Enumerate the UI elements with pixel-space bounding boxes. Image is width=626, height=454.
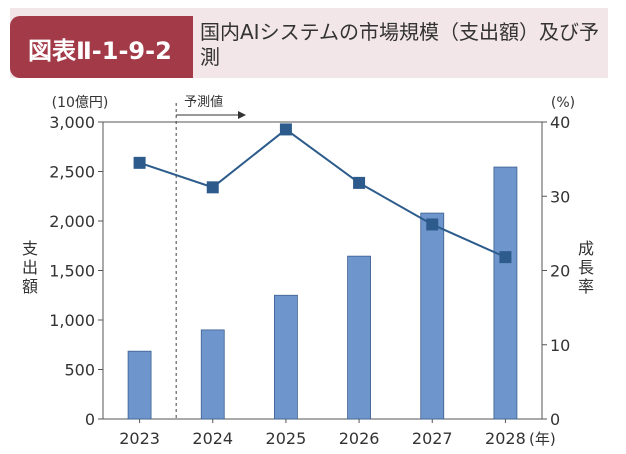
y-right-tick-label: 40 (550, 113, 570, 132)
y-left-label: 支出額 (22, 239, 38, 296)
bar-2026 (347, 255, 371, 420)
y-right-label: 成長率 (578, 239, 594, 296)
plot-border (102, 121, 543, 420)
y-left-tick-label: 0 (85, 410, 95, 429)
x-tick-label: 2025 (266, 429, 307, 448)
growth-point-2024 (206, 181, 219, 194)
plot-frame: 予測値 (102, 94, 543, 420)
figure-label: 図表Ⅱ-1-9-2 (28, 37, 172, 65)
bar-2025 (274, 294, 298, 420)
y-right-tick-label: 0 (550, 410, 560, 429)
bar-2028 (493, 166, 518, 420)
axes: 0 500 1,000 1,500 2,000 2,500 3,000 0 10 20 30 40 20… (22, 95, 594, 448)
growth-point-2027 (426, 218, 439, 231)
y-right-tick-label: 20 (550, 262, 570, 281)
figure-title: 国内AIシステムの市場規模（支出額）及び予測 (200, 20, 599, 69)
figure-badge: 図表Ⅱ-1-9-2 (10, 16, 193, 78)
bar-2023 (127, 350, 152, 420)
growth-point-2025 (279, 123, 292, 136)
forecast-arrow-head (238, 111, 246, 119)
y-left-tick-label: 500 (64, 361, 95, 380)
growth-point-2028 (499, 251, 512, 264)
growth-line (139, 128, 506, 259)
x-tick-label: 2026 (339, 429, 380, 448)
forecast-label: 予測値 (184, 94, 223, 110)
figure-header: 図表Ⅱ-1-9-2 国内AIシステムの市場規模（支出額）及び予測 (10, 8, 608, 78)
bar-series (127, 166, 518, 420)
bar-2027 (420, 212, 445, 420)
x-tick-label: 2024 (192, 429, 233, 448)
x-tick-label: 2023 (119, 429, 160, 448)
x-tick-label: 2027 (412, 429, 453, 448)
y-left-tick-label: 2,000 (49, 212, 95, 231)
y-left-tick-label: 3,000 (49, 113, 95, 132)
y-left-unit: (10億円) (52, 95, 109, 111)
y-left-tick-label: 2,500 (49, 163, 95, 182)
y-right-tick-label: 30 (550, 187, 570, 206)
growth-point-2023 (133, 156, 146, 169)
line-series (133, 123, 512, 264)
y-left-tick-label: 1,500 (49, 262, 95, 281)
x-tick-label: 2028 (485, 429, 526, 448)
y-right-unit: (%) (551, 95, 575, 111)
growth-point-2026 (353, 176, 366, 189)
y-left-tick-label: 1,000 (49, 311, 95, 330)
x-unit-label: (年) (529, 430, 556, 448)
bar-2024 (200, 329, 225, 420)
y-right-tick-label: 10 (550, 336, 570, 355)
